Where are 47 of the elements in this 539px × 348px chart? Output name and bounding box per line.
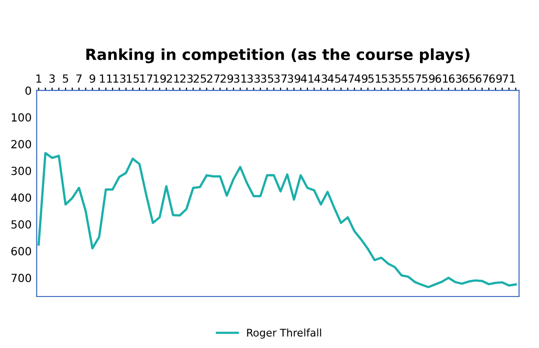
y-tick-label: 700 [11,274,32,282]
x-tick-label: 33 [247,74,260,83]
x-tick-label: 39 [288,74,300,83]
y-tick-label: 300 [11,166,32,176]
x-tick-label: 11 [100,74,112,83]
x-tick-label: 1 [36,74,42,83]
x-tick-label: 35 [260,74,274,83]
x-tick-label: 49 [354,74,368,83]
x-tick-label: 51 [368,74,381,83]
x-tick-label: 19 [154,74,166,83]
y-tick-label: 600 [11,246,32,256]
x-tick-label: 13 [113,74,126,83]
x-tick-label: 21 [166,74,180,83]
x-tick-label: 43 [314,74,328,83]
x-tick-label: 15 [126,74,139,83]
x-tick-label: 69 [489,74,502,83]
x-tick-label: 9 [90,74,96,83]
y-tick-label: 100 [12,113,32,122]
legend-label: Roger Threlfall [247,328,322,339]
x-tick-label: 25 [194,74,206,83]
x-tick-label: 61 [436,74,448,83]
x-tick-label: 7 [76,74,82,83]
y-tick-label: 500 [11,220,32,229]
y-tick-label: 400 [11,193,32,202]
x-tick-label: 67 [476,74,488,83]
line-series [38,152,517,288]
x-tick-label: 27 [207,74,220,83]
x-tick-label: 5 [62,74,68,83]
x-tick-label: 59 [422,74,435,83]
x-tick-label: 45 [328,74,340,83]
y-tick-label: 200 [11,140,32,148]
x-tick-label: 37 [274,74,287,83]
x-tick-label: 65 [462,74,475,83]
chart-title: Ranking in competition (as the course plays) [86,48,470,64]
x-tick-label: 71 [502,74,516,83]
x-tick-label: 41 [300,74,314,83]
x-tick-label: 57 [408,74,422,83]
x-tick-label: 47 [341,74,354,83]
x-tick-label: 53 [382,74,394,83]
x-tick-label: 55 [395,74,408,83]
x-tick-label: 31 [234,74,246,83]
x-tick-label: 17 [140,74,152,83]
x-tick-label: 3 [49,74,55,83]
x-tick-label: 23 [180,74,193,83]
y-tick-label: 0 [25,86,32,95]
x-tick-label: 29 [220,74,234,83]
x-tick-label: 63 [448,74,462,83]
